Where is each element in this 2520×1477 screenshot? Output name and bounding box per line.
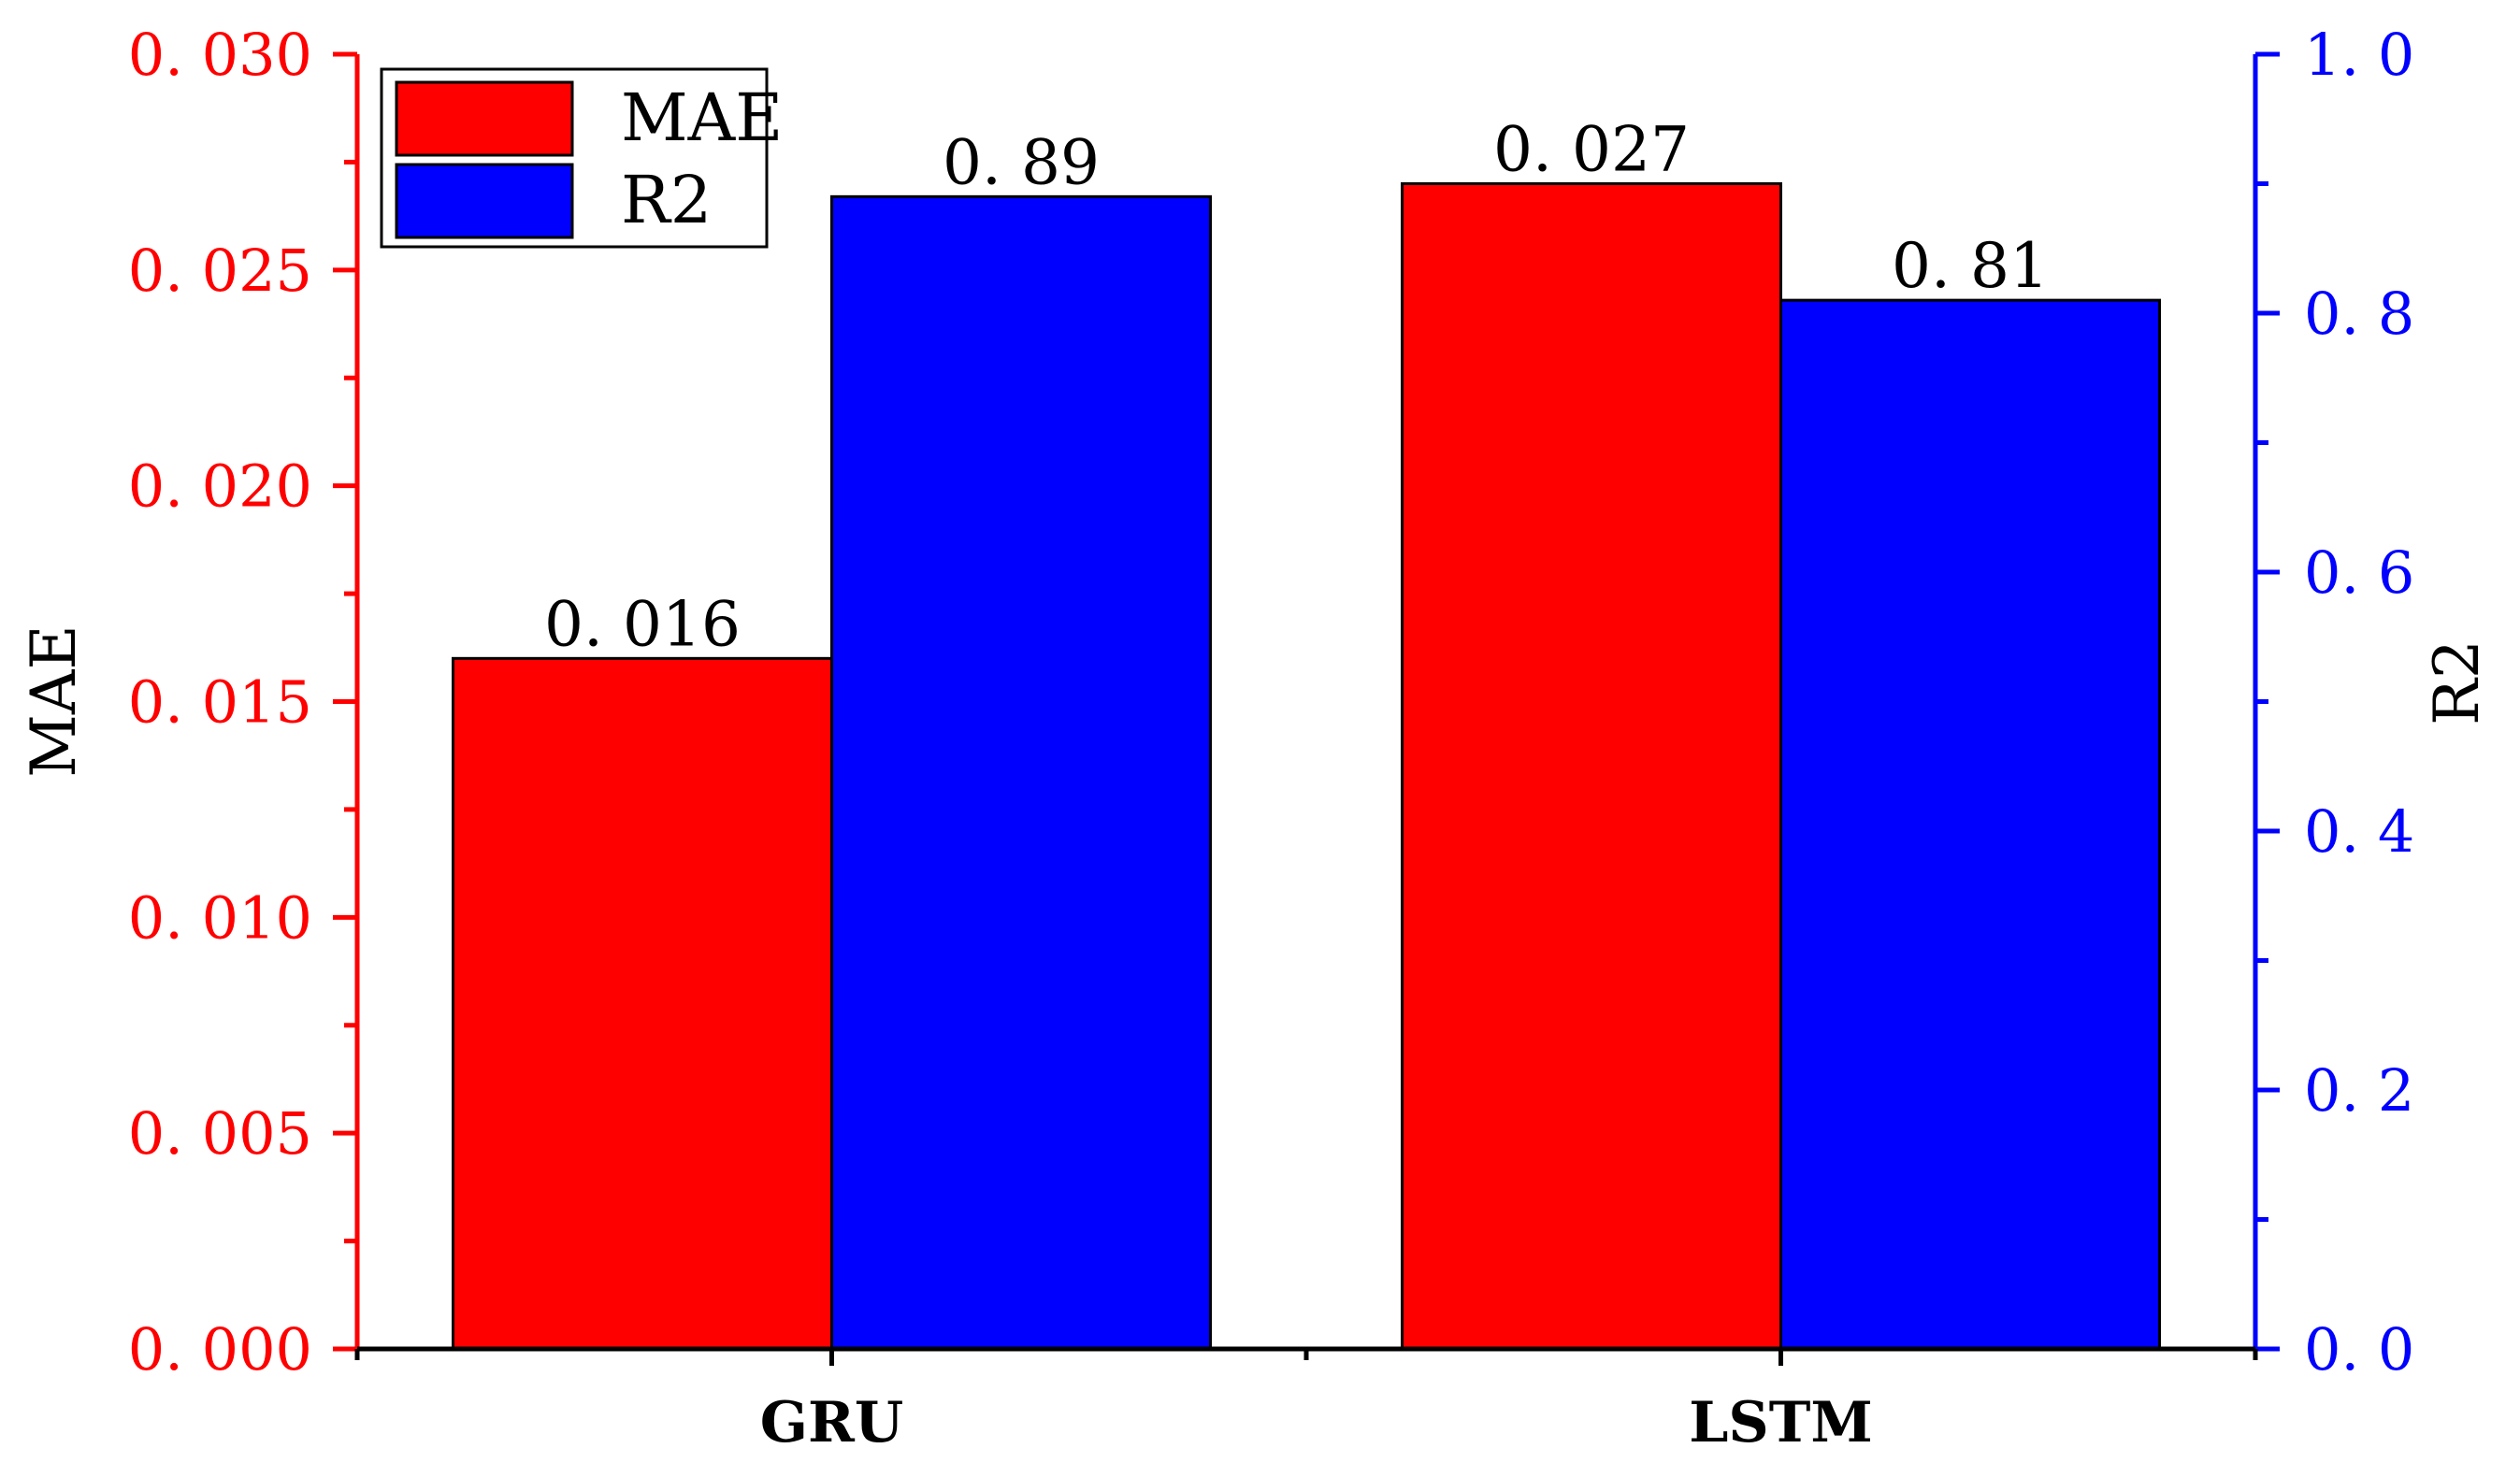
data-label-mae-gru: 0. 016 — [544, 588, 741, 660]
y-left-tick-label: 0. 010 — [128, 883, 312, 952]
y-left-tick-label: 0. 020 — [128, 452, 312, 521]
y-left-tick-label: 0. 005 — [128, 1099, 312, 1168]
y-right-axis-title: R2 — [2421, 639, 2493, 725]
x-tick-label-gru: GRU — [760, 1390, 903, 1455]
legend-swatch-r2 — [395, 163, 574, 239]
axes-layer — [333, 51, 2280, 1366]
legend-label-mae: MAE — [621, 79, 783, 156]
data-label-r2-gru: 0. 89 — [943, 126, 1100, 198]
bar-mae-lstm — [1401, 182, 1782, 1351]
bar-r2-lstm — [1779, 298, 2161, 1351]
data-label-mae-lstm: 0. 027 — [1493, 114, 1690, 186]
bar-mae-gru — [452, 656, 833, 1351]
data-label-r2-lstm: 0. 81 — [1892, 230, 2049, 302]
y-left-tick-label: 0. 015 — [128, 668, 312, 737]
x-tick-label-lstm: LSTM — [1689, 1390, 1873, 1455]
y-left-tick-label: 0. 030 — [128, 21, 312, 89]
y-right-tick-label: 0. 2 — [2304, 1056, 2414, 1125]
y-left-tick-label: 0. 025 — [128, 237, 312, 305]
bar-r2-gru — [830, 194, 1212, 1351]
legend-swatch-mae — [395, 80, 574, 157]
y-left-axis-title: MAE — [18, 624, 90, 777]
y-right-tick-label: 0. 6 — [2304, 538, 2414, 607]
legend-label-r2: R2 — [621, 162, 712, 238]
y-right-tick-label: 0. 4 — [2304, 797, 2414, 866]
bars-layer — [452, 182, 2161, 1351]
y-left-tick-label: 0. 000 — [128, 1315, 312, 1384]
y-right-tick-label: 0. 0 — [2304, 1315, 2414, 1384]
y-right-tick-label: 1. 0 — [2304, 21, 2414, 89]
y-right-tick-label: 0. 8 — [2304, 280, 2414, 348]
